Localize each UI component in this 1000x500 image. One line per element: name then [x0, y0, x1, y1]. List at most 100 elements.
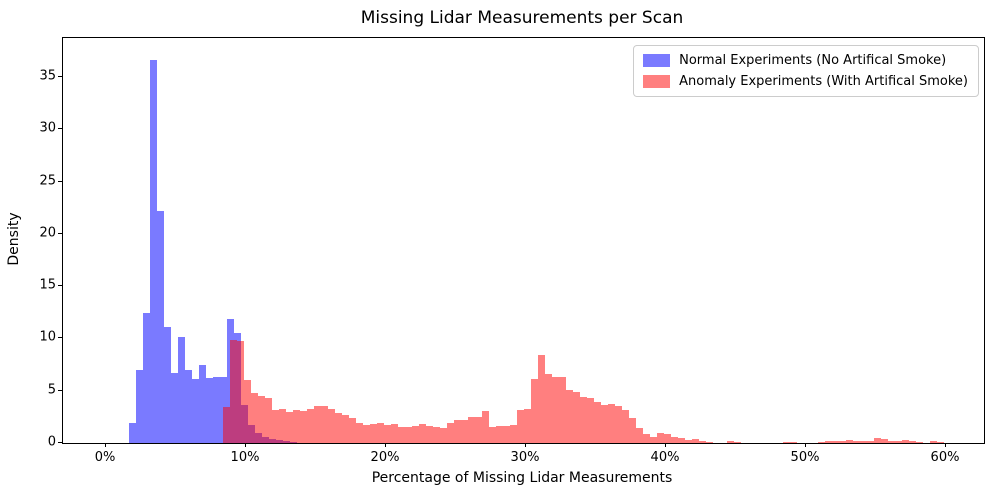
histogram-bar-anomaly [307, 409, 314, 443]
series-anomaly [63, 38, 984, 443]
histogram-bar-anomaly [510, 425, 517, 443]
histogram-bar-normal [178, 337, 185, 443]
histogram-bar-anomaly [475, 417, 482, 443]
histogram-bar-anomaly [265, 398, 272, 443]
histogram-bar-normal [213, 377, 220, 443]
histogram-bar-anomaly [321, 406, 328, 443]
histogram-bar-anomaly [727, 441, 734, 443]
histogram-bar-anomaly [629, 418, 636, 443]
histogram-bar-anomaly [433, 427, 440, 443]
histogram-bar-anomaly [398, 427, 405, 443]
histogram-bar-anomaly [524, 409, 531, 443]
histogram-bar-anomaly [587, 398, 594, 443]
histogram-bar-normal [206, 378, 213, 443]
histogram-bar-anomaly [678, 438, 685, 443]
histogram-bar-anomaly [447, 423, 454, 443]
histogram-bar-anomaly [251, 393, 258, 443]
x-tick-label: 50% [790, 450, 820, 465]
legend-label-normal: Normal Experiments (No Artifical Smoke) [679, 53, 947, 68]
histogram-bar-anomaly [566, 390, 573, 443]
histogram-bar-anomaly [244, 380, 251, 443]
histogram-bar-anomaly [440, 428, 447, 443]
legend-swatch-normal-icon [643, 54, 671, 67]
histogram-bar-anomaly [503, 426, 510, 443]
y-tick-mark [58, 390, 62, 391]
histogram-bar-anomaly [888, 441, 895, 443]
x-tick-label: 0% [94, 450, 116, 465]
histogram-bar-anomaly [552, 377, 559, 443]
histogram-bar-anomaly [279, 409, 286, 443]
histogram-bar-anomaly [825, 441, 832, 443]
histogram-bar-anomaly [342, 415, 349, 443]
histogram-bar-anomaly [916, 442, 923, 443]
histogram-bar-anomaly [846, 440, 853, 443]
histogram-bar-anomaly [685, 440, 692, 443]
x-tick-mark [385, 443, 386, 447]
histogram-bar-anomaly [559, 377, 566, 443]
histogram-bar-anomaly [650, 437, 657, 443]
x-tick-mark [945, 443, 946, 447]
histogram-bar-anomaly [496, 426, 503, 443]
histogram-bar-anomaly [293, 410, 300, 443]
y-tick-label: 20 [39, 225, 56, 241]
histogram-bar-normal [129, 423, 136, 443]
histogram-bar-anomaly [426, 426, 433, 443]
histogram-bar-anomaly [699, 441, 706, 443]
histogram-bar-anomaly [902, 440, 909, 443]
histogram-bar-anomaly [538, 355, 545, 443]
histogram-bar-anomaly [790, 442, 797, 443]
histogram-bar-anomaly [706, 442, 713, 443]
histogram-bar-anomaly [328, 409, 335, 443]
y-tick-label: 15 [39, 277, 56, 293]
x-tick-mark [805, 443, 806, 447]
x-tick-label: 60% [930, 450, 960, 465]
histogram-bar-anomaly [664, 434, 671, 443]
histogram-bar-anomaly [881, 439, 888, 443]
histogram-bar-anomaly [895, 441, 902, 443]
histogram-bar-anomaly [636, 428, 643, 443]
x-tick-mark [245, 443, 246, 447]
histogram-bar-anomaly [363, 425, 370, 443]
histogram-bar-anomaly [517, 410, 524, 443]
histogram-bar-anomaly [356, 423, 363, 443]
histogram-bar-anomaly [384, 425, 391, 443]
y-tick-label: 25 [39, 173, 56, 189]
x-tick-mark [525, 443, 526, 447]
histogram-bar-anomaly [412, 426, 419, 443]
histogram-bar-anomaly [545, 374, 552, 443]
histogram-bar-anomaly [818, 442, 825, 443]
histogram-bar-anomaly [370, 424, 377, 443]
histogram-bar-normal [157, 211, 164, 443]
legend-label-anomaly: Anomaly Experiments (With Artifical Smok… [679, 74, 968, 89]
legend-swatch-anomaly-icon [643, 75, 671, 88]
x-tick-mark [665, 443, 666, 447]
y-tick-mark [58, 337, 62, 338]
y-tick-label: 5 [47, 382, 56, 398]
x-tick-mark [105, 443, 106, 447]
histogram-bar-anomaly [671, 437, 678, 443]
histogram-bar-anomaly [482, 411, 489, 443]
legend-entry-anomaly: Anomaly Experiments (With Artifical Smok… [643, 74, 968, 89]
histogram-bar-anomaly [377, 423, 384, 443]
x-tick-label: 30% [510, 450, 540, 465]
y-tick-label: 0 [47, 434, 56, 450]
x-tick-label: 10% [230, 450, 260, 465]
x-axis-label: Percentage of Missing Lidar Measurements [371, 470, 673, 486]
plot-area: Normal Experiments (No Artifical Smoke) … [62, 37, 985, 444]
legend-entry-normal: Normal Experiments (No Artifical Smoke) [643, 53, 968, 68]
histogram-bar-anomaly [734, 442, 741, 443]
histogram-bar-anomaly [349, 418, 356, 443]
y-tick-mark [58, 128, 62, 129]
x-tick-label: 20% [370, 450, 400, 465]
y-tick-mark [58, 233, 62, 234]
histogram-bar-anomaly [783, 442, 790, 443]
histogram-bar-normal [171, 373, 178, 443]
histogram-bar-anomaly [657, 433, 664, 443]
histogram-bar-anomaly [867, 441, 874, 443]
histogram-bar-anomaly [839, 441, 846, 443]
histogram-bar-anomaly [853, 441, 860, 443]
histogram-bar-anomaly [405, 427, 412, 443]
histogram-bar-anomaly [223, 407, 230, 443]
histogram-bar-anomaly [909, 441, 916, 443]
histogram-bar-anomaly [314, 406, 321, 443]
